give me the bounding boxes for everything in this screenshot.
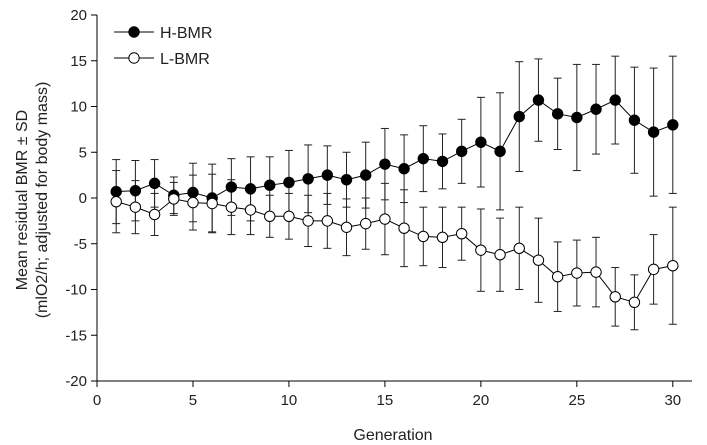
h-bmr-point <box>551 108 564 120</box>
x-tick-label: 30 <box>664 392 681 409</box>
l-bmr-point <box>513 242 525 255</box>
y-axis-title-line1: Mean residual BMR ± SD <box>14 110 31 290</box>
series-lines <box>116 99 673 303</box>
h-bmr-point <box>417 152 429 165</box>
y-tick-label: 15 <box>70 53 87 70</box>
l-bmr-point <box>609 291 621 303</box>
legend-l-bmr-label: L-BMR <box>160 51 210 68</box>
l-bmr-point <box>551 270 564 283</box>
axes: -20 -15 -10 -5 0 5 10 15 20 0 5 10 15 20 25 30 <box>65 7 692 409</box>
h-bmr-point <box>628 114 641 126</box>
h-bmr-point <box>647 126 660 138</box>
l-bmr-point <box>244 204 257 216</box>
x-tick-label: 5 <box>189 392 197 409</box>
h-bmr-point <box>187 186 199 199</box>
x-tick-label: 10 <box>281 392 298 409</box>
h-bmr-point <box>321 169 334 181</box>
y-tick-label: 5 <box>79 144 87 161</box>
h-bmr-point <box>340 174 353 186</box>
h-bmr-point <box>244 183 257 195</box>
legend-l-bmr-marker <box>128 52 140 64</box>
l-bmr-point <box>225 201 238 213</box>
h-bmr-point <box>532 94 545 106</box>
y-tick-label: -5 <box>74 236 87 253</box>
h-bmr-point <box>302 173 314 185</box>
legend-h-bmr-label: H-BMR <box>160 25 212 42</box>
markers <box>110 94 679 309</box>
x-tick-label: 25 <box>568 392 585 409</box>
h-bmr-point <box>494 145 506 158</box>
y-tick-label: 20 <box>70 7 87 24</box>
l-bmr-point <box>302 215 314 227</box>
l-bmr-point <box>436 231 449 244</box>
l-bmr-point <box>129 201 142 213</box>
l-bmr-point <box>647 263 660 276</box>
h-bmr-point <box>379 158 391 170</box>
l-bmr-point <box>264 210 276 223</box>
h-bmr-line <box>116 99 673 199</box>
l-bmr-point <box>590 266 602 278</box>
x-tick-label: 20 <box>473 392 490 409</box>
l-bmr-point <box>571 267 583 279</box>
h-bmr-point <box>571 111 583 124</box>
x-axis-title: Generation <box>353 427 432 444</box>
h-bmr-point <box>455 145 468 158</box>
y-tick-label: -10 <box>65 282 87 299</box>
h-bmr-point <box>283 176 295 189</box>
l-bmr-point <box>187 196 199 209</box>
l-bmr-point <box>321 215 334 227</box>
h-bmr-point <box>667 119 679 131</box>
l-bmr-point <box>628 296 641 309</box>
l-bmr-point <box>379 213 391 225</box>
h-bmr-point <box>225 181 238 193</box>
y-tick-label: -20 <box>65 373 87 390</box>
y-tick-label: 0 <box>79 190 87 207</box>
l-bmr-point <box>475 244 487 256</box>
l-bmr-point <box>455 227 468 240</box>
h-bmr-point <box>590 103 602 115</box>
h-bmr-point <box>110 185 122 198</box>
y-tick-label: -15 <box>65 327 87 344</box>
l-bmr-point <box>532 254 545 266</box>
h-bmr-point <box>436 155 449 168</box>
y-tick-label: 10 <box>70 99 87 116</box>
x-tick-label: 0 <box>93 392 101 409</box>
h-bmr-point <box>148 177 161 190</box>
l-bmr-point <box>283 210 295 223</box>
h-bmr-point <box>360 169 372 181</box>
h-bmr-point <box>513 110 525 123</box>
l-bmr-point <box>360 217 372 230</box>
h-bmr-point <box>475 136 487 148</box>
l-bmr-point <box>148 208 161 221</box>
h-bmr-point <box>398 163 410 175</box>
h-bmr-point <box>609 94 621 106</box>
l-bmr-point <box>340 221 353 233</box>
h-bmr-point <box>264 179 276 191</box>
l-bmr-point <box>206 197 218 210</box>
y-axis-title-line2: (mlO2/h; adjusted for body mass) <box>34 82 51 319</box>
l-bmr-point <box>494 249 506 261</box>
l-bmr-point <box>417 230 429 243</box>
l-bmr-point <box>110 195 122 208</box>
h-bmr-point <box>129 184 142 197</box>
l-bmr-point <box>168 193 180 205</box>
y-axis-title: Mean residual BMR ± SD (mlO2/h; adjusted… <box>14 82 51 319</box>
l-bmr-point <box>667 260 679 272</box>
legend-h-bmr-marker <box>128 26 140 38</box>
x-tick-label: 15 <box>377 392 394 409</box>
legend: H-BMR L-BMR <box>114 25 212 68</box>
l-bmr-point <box>398 222 410 234</box>
l-bmr-line <box>116 198 673 303</box>
